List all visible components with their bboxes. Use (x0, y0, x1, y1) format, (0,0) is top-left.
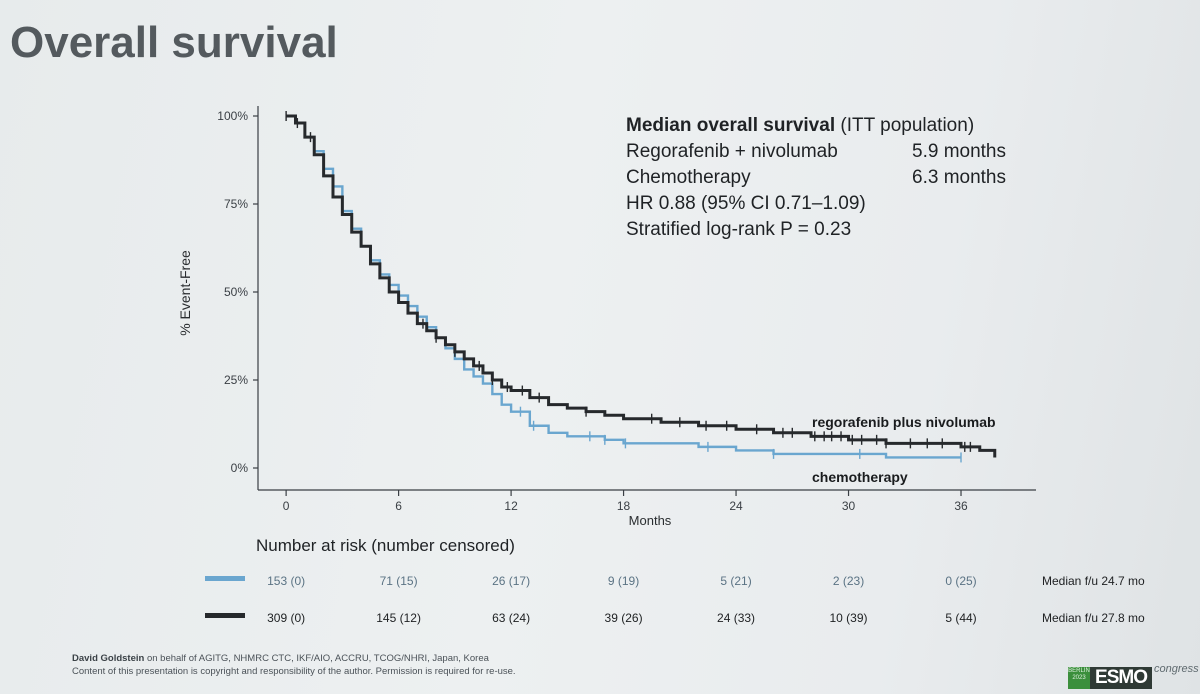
x-tick-label: 12 (504, 499, 518, 513)
y-tick-label: 50% (224, 285, 248, 299)
y-tick-label: 25% (224, 373, 248, 387)
rego-at-risk-value: 63 (24) (492, 611, 531, 625)
slide-footer: David Goldstein on behalf of AGITG, NHMR… (72, 652, 516, 678)
legend-p: Stratified log-rank P = 0.23 (626, 219, 852, 240)
rego-at-risk-value: 24 (33) (717, 611, 756, 625)
rego-at-risk-value: 309 (0) (267, 611, 306, 625)
rego-at-risk-value: 145 (12) (376, 611, 421, 625)
chemo-at-risk-value: 9 (19) (607, 574, 640, 588)
y-tick-label: 75% (224, 197, 248, 211)
footer-author: David Goldstein (72, 653, 145, 664)
x-axis-title: Months (629, 513, 672, 528)
legend-arm2: Chemotherapy 6.3 months (626, 165, 1046, 191)
x-tick-label: 36 (954, 499, 968, 513)
legend-heading-rest: (ITT population) (835, 115, 975, 136)
y-tick-label: 100% (217, 109, 248, 123)
legend-arm2-value: 6.3 months (912, 167, 1006, 188)
legend-arm2-name: Chemotherapy (626, 167, 751, 188)
logo-mark: ESMO (1090, 667, 1152, 689)
y-tick-label: 0% (231, 461, 249, 475)
chemo-at-risk-value: 71 (15) (379, 574, 418, 588)
legend-arm1-value: 5.9 months (912, 141, 1006, 162)
rego-series-label: regorafenib plus nivolumab (812, 414, 996, 430)
x-tick-label: 18 (617, 499, 631, 513)
footer-affiliations: on behalf of AGITG, NHMRC CTC, IKF/AIO, … (144, 653, 489, 664)
rego-survival-curve (286, 114, 997, 458)
footer-line-1: David Goldstein on behalf of AGITG, NHMR… (72, 652, 516, 665)
chemo-at-risk-value: 5 (21) (720, 574, 752, 588)
logo-word: congress (1154, 663, 1199, 675)
median-os-legend: Median overall survival (ITT population)… (626, 113, 1046, 243)
rego-at-risk-value: 10 (39) (829, 611, 868, 625)
chemo-series-label: chemotherapy (812, 469, 908, 485)
x-tick-label: 6 (395, 499, 402, 513)
risk-table-title: Number at risk (number censored) (256, 536, 515, 555)
chemo-at-risk-value: 153 (0) (267, 574, 306, 588)
slide-title: Overall survival (10, 18, 338, 67)
footer-line-2: Content of this presentation is copyrigh… (72, 666, 516, 677)
chemo-at-risk-value: 26 (17) (492, 574, 531, 588)
x-tick-label: 30 (842, 499, 856, 513)
rego-at-risk-value: 5 (44) (945, 611, 977, 625)
logo-stamp: BERLIN 2023 (1068, 667, 1090, 689)
x-tick-label: 0 (283, 499, 290, 513)
legend-heading: Median overall survival (ITT population) (626, 113, 1046, 139)
rego-median-fu: Median f/u 27.8 mo (1042, 611, 1145, 625)
y-axis-title: % Event-Free (177, 250, 193, 336)
x-tick-label: 24 (729, 499, 743, 513)
chemo-risk-swatch (205, 576, 245, 581)
rego-at-risk-value: 39 (26) (604, 611, 643, 625)
legend-arm1-name: Regorafenib + nivolumab (626, 141, 838, 162)
legend-heading-bold: Median overall survival (626, 115, 836, 136)
chemo-at-risk-value: 0 (25) (945, 574, 977, 588)
chemo-at-risk-value: 2 (23) (832, 574, 865, 588)
legend-arm1: Regorafenib + nivolumab 5.9 months (626, 139, 1046, 165)
esmo-congress-logo: BERLIN 2023 ESMO congress (1068, 663, 1199, 691)
legend-hr: HR 0.88 (95% CI 0.71–1.09) (626, 193, 866, 214)
chemo-median-fu: Median f/u 24.7 mo (1042, 574, 1145, 588)
rego-risk-swatch (205, 613, 245, 618)
